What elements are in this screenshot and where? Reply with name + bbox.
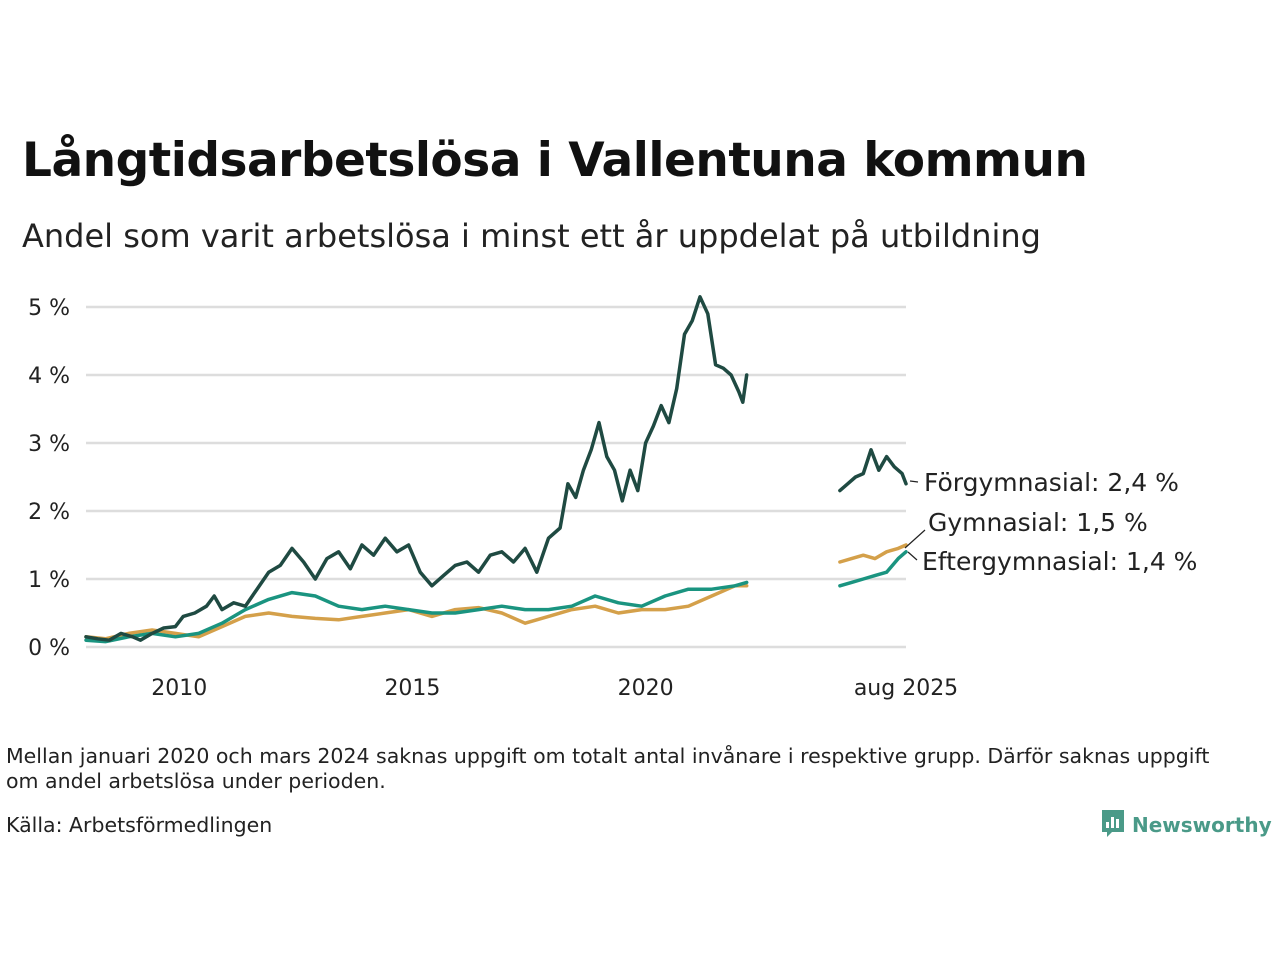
y-tick-label: 1 % bbox=[28, 568, 70, 593]
y-axis-tick-labels: 0 % 1 % 2 % 3 % 4 % 5 % bbox=[28, 296, 70, 661]
y-tick-label: 5 % bbox=[28, 296, 70, 321]
series-end-labels: Förgymnasial: 2,4 % Gymnasial: 1,5 % Efter… bbox=[904, 468, 1197, 576]
series-end-label-forgymnasial: Förgymnasial: 2,4 % bbox=[924, 468, 1179, 497]
source-credit: Källa: Arbetsförmedlingen bbox=[6, 813, 273, 837]
y-tick-label: 3 % bbox=[28, 432, 70, 457]
label-connector bbox=[909, 480, 919, 483]
brand-name: Newsworthy bbox=[1132, 813, 1272, 837]
x-tick-label: 2020 bbox=[618, 676, 674, 701]
series-line-eftergymnasial bbox=[838, 550, 908, 588]
series-line-eftergymnasial bbox=[84, 580, 749, 644]
label-connector bbox=[904, 529, 926, 549]
x-tick-label: aug 2025 bbox=[854, 676, 958, 701]
y-tick-label: 2 % bbox=[28, 500, 70, 525]
newsworthy-brand[interactable]: Newsworthy bbox=[1100, 808, 1272, 842]
series-line-forgymnasial bbox=[838, 448, 908, 493]
chart-subtitle: Andel som varit arbetslösa i minst ett å… bbox=[22, 217, 1041, 255]
footnote: Mellan januari 2020 och mars 2024 saknas… bbox=[6, 744, 1210, 793]
x-tick-label: 2015 bbox=[384, 676, 440, 701]
y-tick-label: 0 % bbox=[28, 636, 70, 661]
newsworthy-logo-icon bbox=[1100, 808, 1126, 842]
series-lines bbox=[84, 295, 908, 644]
x-axis-tick-labels: 2010 2015 2020 aug 2025 bbox=[151, 676, 958, 701]
y-tick-label: 4 % bbox=[28, 364, 70, 389]
series-end-label-gymnasial: Gymnasial: 1,5 % bbox=[928, 508, 1148, 537]
gridlines bbox=[86, 305, 906, 649]
series-line-forgymnasial bbox=[84, 295, 749, 642]
series-end-label-eftergymnasial: Eftergymnasial: 1,4 % bbox=[922, 547, 1197, 576]
x-tick-label: 2010 bbox=[151, 676, 207, 701]
label-connector bbox=[907, 551, 918, 561]
chart-title: Långtidsarbetslösa i Vallentuna kommun bbox=[22, 133, 1088, 188]
series-line-gymnasial bbox=[838, 543, 908, 564]
